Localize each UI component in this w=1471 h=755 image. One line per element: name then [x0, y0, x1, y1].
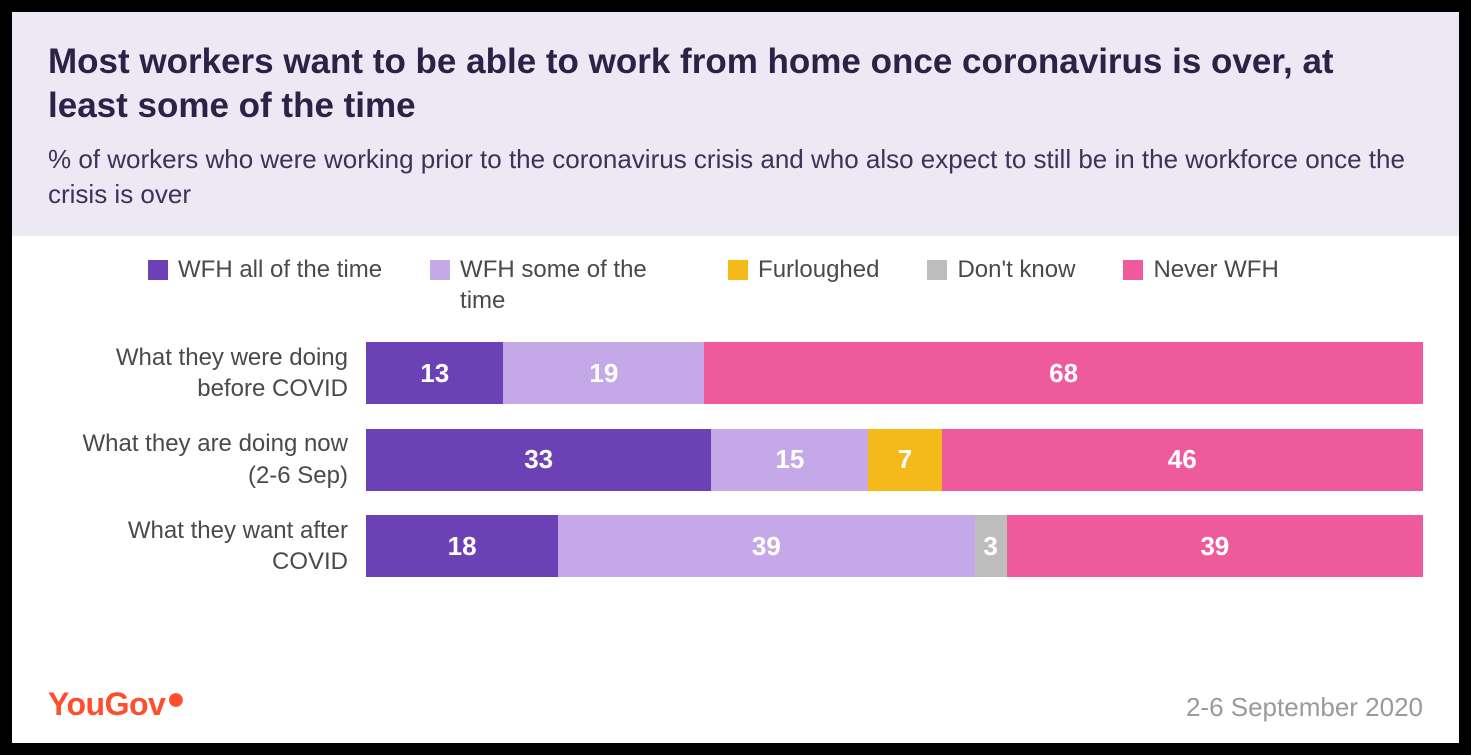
segment-value: 7 [898, 444, 912, 475]
segment-value: 46 [1168, 444, 1197, 475]
legend-label: WFH all of the time [178, 254, 382, 285]
legend-swatch [1123, 260, 1143, 280]
segment-value: 15 [775, 444, 804, 475]
legend-item-never: Never WFH [1123, 254, 1278, 285]
legend-item-wfh_all: WFH all of the time [148, 254, 382, 285]
segment-value: 18 [448, 531, 477, 562]
chart-card: Most workers want to be able to work fro… [12, 12, 1459, 743]
legend-label: Furloughed [758, 254, 879, 285]
legend-swatch [148, 260, 168, 280]
bar-segment-wfh_all: 13 [366, 342, 503, 404]
segment-value: 33 [524, 444, 553, 475]
legend-item-wfh_some: WFH some of the time [430, 254, 680, 316]
bar-segment-wfh_all: 33 [366, 429, 711, 491]
chart-row: What they are doing now (2-6 Sep) 33 15 7 46 [48, 428, 1423, 490]
chart-header: Most workers want to be able to work fro… [12, 12, 1459, 236]
chart-subtitle: % of workers who were working prior to t… [48, 142, 1423, 212]
logo-dot: ● [166, 680, 185, 716]
legend-item-furlough: Furloughed [728, 254, 879, 285]
footer-date: 2-6 September 2020 [1186, 692, 1423, 723]
bar-segment-dontknow: 3 [975, 515, 1007, 577]
bar-segment-wfh_all: 18 [366, 515, 558, 577]
legend-item-dontknow: Don't know [927, 254, 1075, 285]
legend-swatch [728, 260, 748, 280]
stacked-bar: 18 39 3 39 [366, 515, 1423, 577]
legend-label: Don't know [957, 254, 1075, 285]
stacked-bar: 33 15 7 46 [366, 429, 1423, 491]
logo-yougov: YouGov● [48, 686, 185, 723]
bar-segment-never: 39 [1007, 515, 1423, 577]
segment-value: 39 [1200, 531, 1229, 562]
logo-text: YouGov [48, 686, 165, 722]
bar-segment-furlough: 7 [868, 429, 941, 491]
chart-row: What they want after COVID 18 39 3 39 [48, 515, 1423, 577]
legend-label: WFH some of the time [460, 254, 680, 316]
segment-value: 3 [983, 531, 997, 562]
legend-label: Never WFH [1153, 254, 1278, 285]
row-label: What they want after COVID [48, 515, 348, 577]
row-label: What they are doing now (2-6 Sep) [48, 428, 348, 490]
stacked-bar: 13 19 68 [366, 342, 1423, 404]
chart-row: What they were doing before COVID 13 19 68 [48, 342, 1423, 404]
row-label: What they were doing before COVID [48, 342, 348, 404]
bar-segment-wfh_some: 15 [711, 429, 868, 491]
segment-value: 19 [589, 358, 618, 389]
legend-swatch [927, 260, 947, 280]
bar-segment-never: 46 [942, 429, 1423, 491]
chart-footer: YouGov● 2-6 September 2020 [12, 666, 1459, 743]
chart-legend: WFH all of the time WFH some of the time F… [48, 254, 1423, 316]
segment-value: 68 [1049, 358, 1078, 389]
bar-segment-wfh_some: 19 [503, 342, 704, 404]
chart-rows: What they were doing before COVID131968W… [48, 342, 1423, 577]
chart-body: WFH all of the time WFH some of the time F… [12, 236, 1459, 666]
chart-title: Most workers want to be able to work fro… [48, 40, 1423, 128]
segment-value: 13 [420, 358, 449, 389]
segment-value: 39 [752, 531, 781, 562]
legend-swatch [430, 260, 450, 280]
bar-segment-never: 68 [704, 342, 1423, 404]
bar-segment-wfh_some: 39 [558, 515, 974, 577]
